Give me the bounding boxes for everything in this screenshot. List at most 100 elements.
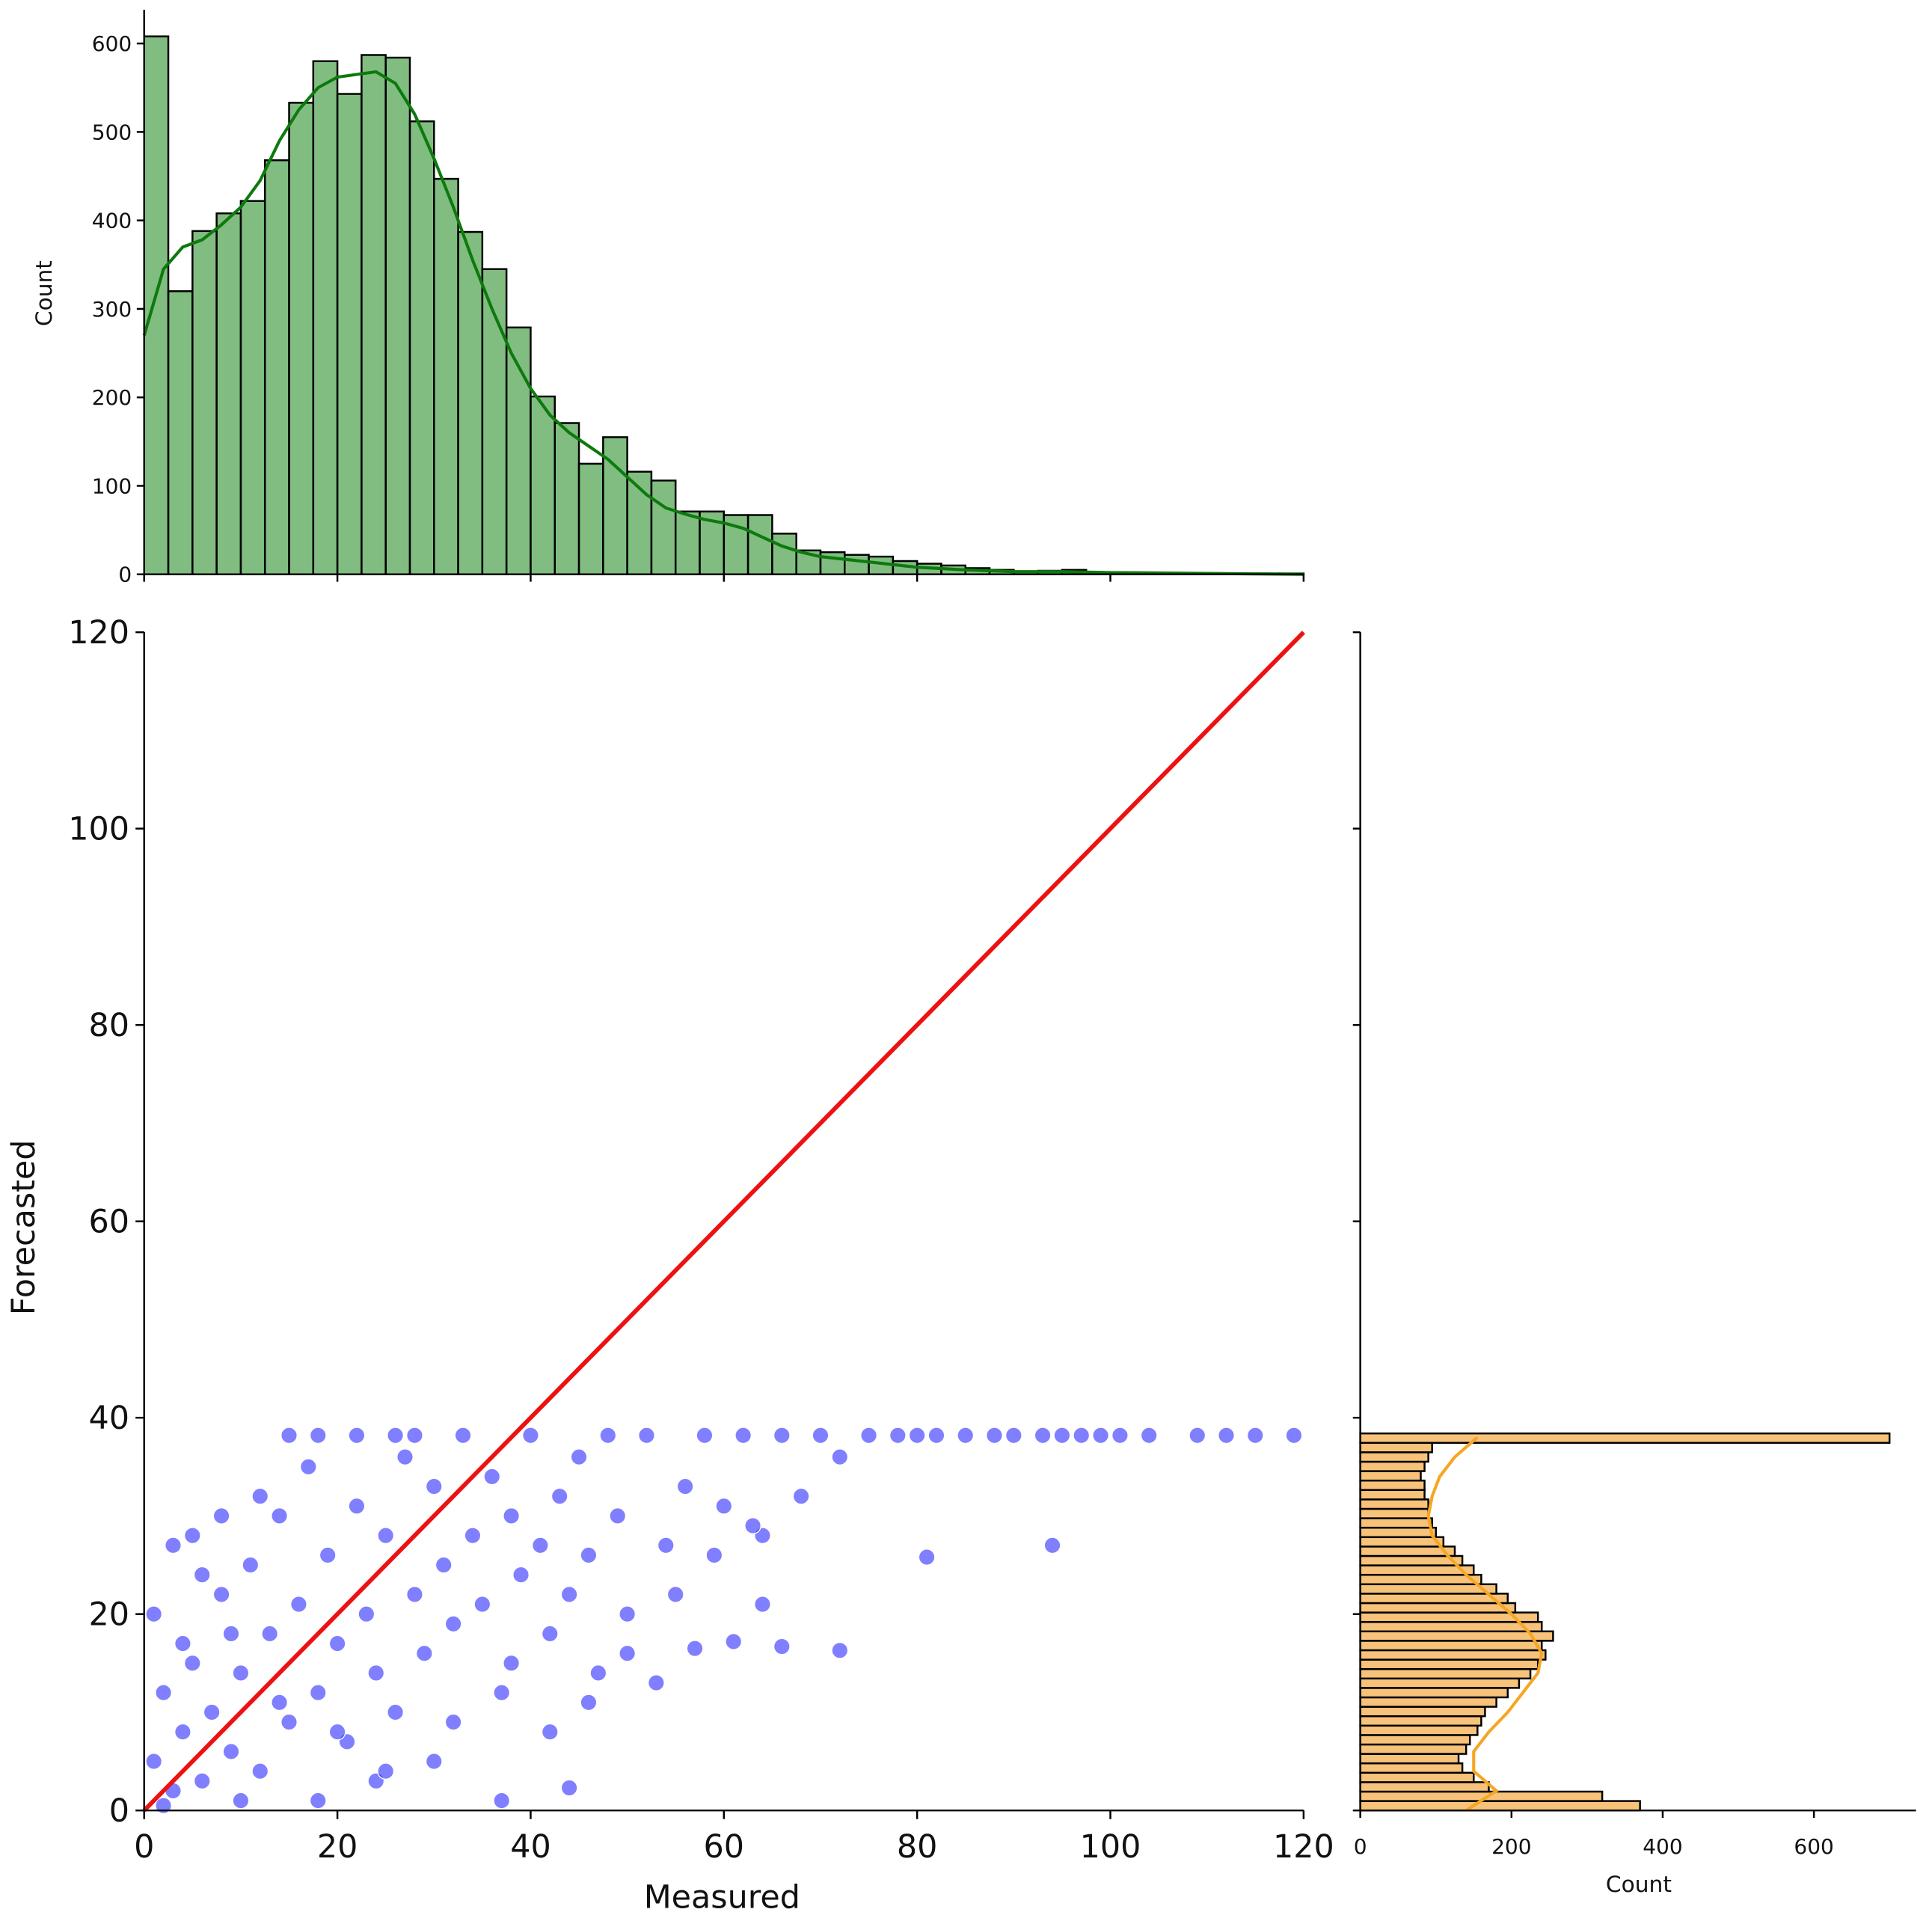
hist-bar xyxy=(650,480,677,575)
scatter-point xyxy=(773,1427,791,1445)
hist-bar xyxy=(1359,1724,1479,1736)
scatter-point xyxy=(1073,1427,1091,1445)
hist-bar xyxy=(1359,1800,1641,1812)
scatter-point xyxy=(232,1792,250,1810)
hist-bar xyxy=(1359,1507,1429,1519)
y-tick-label: 0 xyxy=(109,1792,129,1830)
hist-bar xyxy=(1359,1620,1543,1633)
scatter-point xyxy=(541,1723,559,1741)
x-tick-label: 100 xyxy=(1080,1828,1141,1866)
x-tick-label: 40 xyxy=(510,1828,551,1866)
hist-bar xyxy=(553,422,580,575)
scatter-point xyxy=(754,1596,771,1613)
scatter-point xyxy=(145,1753,163,1770)
scatter-point xyxy=(377,1762,395,1780)
scatter-point xyxy=(271,1694,288,1712)
scatter-point xyxy=(541,1625,559,1643)
hist-bar xyxy=(312,60,339,575)
scatter-point xyxy=(908,1427,926,1445)
scatter-point xyxy=(493,1684,511,1702)
scatter-point xyxy=(522,1427,539,1445)
hist-bar xyxy=(239,200,266,575)
scatter-point xyxy=(493,1792,511,1810)
x-tick-label: 0 xyxy=(134,1828,154,1866)
identity-line xyxy=(142,631,1305,1813)
scatter-point xyxy=(242,1556,260,1574)
scatter-point xyxy=(193,1772,211,1790)
scatter-point xyxy=(860,1427,877,1445)
hist-bar xyxy=(577,462,604,575)
hist-bar xyxy=(1359,1715,1482,1727)
hist-bar xyxy=(1359,1734,1471,1746)
x-tick-label: 600 xyxy=(1794,1834,1833,1859)
hist-bar xyxy=(1359,1498,1429,1510)
scatter-point xyxy=(280,1713,298,1731)
scatter-point xyxy=(638,1427,655,1445)
top-y-label: Count xyxy=(31,260,57,326)
scatter-point xyxy=(1218,1427,1235,1445)
scatter-point xyxy=(212,1507,230,1525)
hist-bar xyxy=(1359,1442,1433,1453)
scatter-point xyxy=(377,1527,395,1545)
hist-bar xyxy=(1359,1781,1490,1793)
x-tick-label: 400 xyxy=(1643,1834,1682,1859)
scatter-point xyxy=(1189,1427,1206,1445)
scatter-point xyxy=(589,1664,607,1682)
scatter-point xyxy=(773,1638,791,1655)
scatter-point xyxy=(792,1487,810,1505)
hist-bar xyxy=(433,177,459,575)
hist-bar xyxy=(1359,1687,1509,1699)
scatter-point xyxy=(165,1537,182,1554)
scatter-point xyxy=(193,1566,211,1584)
scatter-point xyxy=(657,1537,675,1554)
scatter-point xyxy=(580,1546,598,1564)
hist-bar xyxy=(408,120,435,575)
scatter-point xyxy=(503,1654,520,1672)
y-tick-label: 400 xyxy=(92,209,132,233)
hist-bar xyxy=(336,93,363,575)
x-tick-label: 60 xyxy=(704,1828,744,1866)
scatter-point xyxy=(464,1527,482,1545)
scatter-point xyxy=(444,1615,462,1633)
scatter-point xyxy=(957,1427,975,1445)
hist-bar xyxy=(1359,1696,1497,1708)
scatter-point xyxy=(309,1684,327,1702)
hist-bar xyxy=(1359,1762,1464,1774)
scatter-point xyxy=(666,1586,684,1603)
x-tick-label: 0 xyxy=(1354,1834,1367,1859)
scatter-point xyxy=(580,1694,598,1712)
scatter-point xyxy=(1043,1537,1061,1554)
hist-bar xyxy=(1359,1432,1891,1445)
scatter-point xyxy=(619,1605,636,1623)
kde-line xyxy=(1426,1436,1544,1812)
hist-bar xyxy=(1359,1753,1460,1765)
scatter-point xyxy=(261,1625,279,1643)
hist-bar xyxy=(191,230,218,575)
y-tick-label: 500 xyxy=(92,120,132,144)
scatter-point xyxy=(328,1635,346,1652)
scatter-point xyxy=(319,1546,337,1564)
scatter-point xyxy=(271,1507,288,1525)
scatter-point xyxy=(918,1548,936,1566)
hist-bar xyxy=(530,395,556,575)
kde-line xyxy=(142,70,1304,576)
scatter-point xyxy=(232,1664,250,1682)
hist-bar xyxy=(384,56,411,575)
scatter-point xyxy=(174,1635,191,1652)
scatter-point xyxy=(570,1448,588,1466)
scatter-point xyxy=(715,1497,733,1515)
hist-bar xyxy=(263,159,290,575)
scatter-point xyxy=(309,1792,327,1810)
scatter-point xyxy=(1005,1427,1022,1445)
scatter-point xyxy=(222,1743,240,1760)
hist-bar xyxy=(1359,1677,1521,1689)
y-tick-label: 100 xyxy=(92,474,132,498)
scatter-point xyxy=(425,1477,443,1495)
scatter-point xyxy=(367,1664,385,1682)
hist-bar xyxy=(1359,1771,1475,1783)
scatter-point xyxy=(251,1762,269,1780)
hist-bar xyxy=(143,35,170,575)
scatter-point xyxy=(986,1427,1003,1445)
scatter-point xyxy=(531,1537,549,1554)
